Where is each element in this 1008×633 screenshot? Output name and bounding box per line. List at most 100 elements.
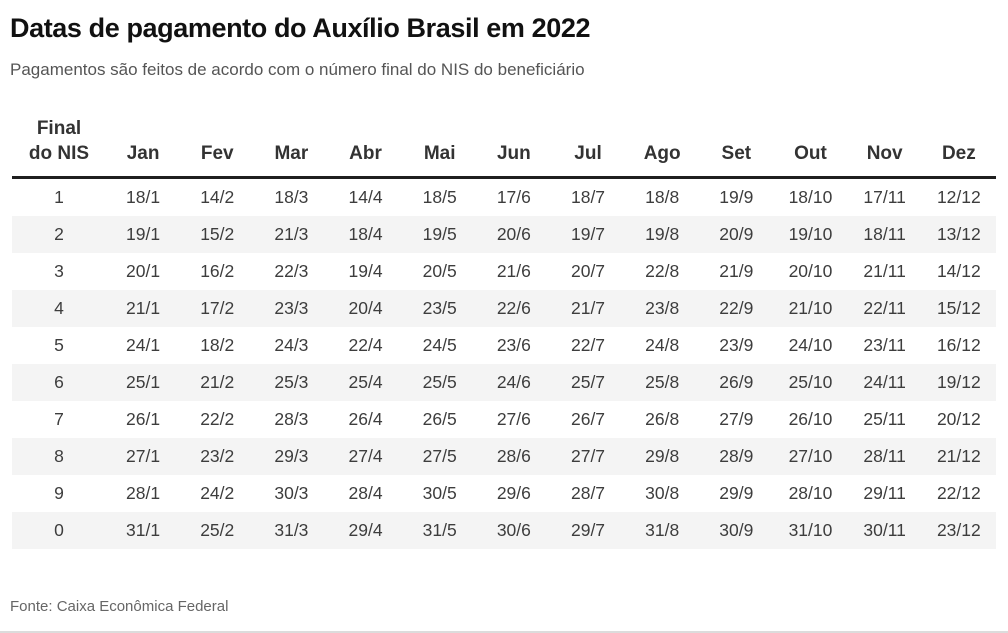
- payment-date-cell: 30/6: [496, 519, 531, 540]
- payment-date-cell: 28/9: [719, 445, 754, 466]
- payment-date-cell: 27/1: [126, 445, 161, 466]
- nis-digit-cell: 7: [54, 408, 64, 429]
- payment-date-cell: 17/2: [200, 297, 235, 318]
- payment-date-cell: 16/2: [200, 260, 235, 281]
- column-header-month: Jan: [106, 117, 181, 179]
- payment-date-cell: 26/8: [645, 408, 680, 429]
- payment-date-cell: 24/2: [200, 482, 235, 503]
- payment-date-cell: 21/2: [200, 371, 235, 392]
- payment-date-cell: 21/6: [496, 260, 531, 281]
- payment-date-cell: 30/11: [863, 519, 906, 540]
- payment-date-cell: 27/7: [570, 445, 606, 466]
- column-header-month: Jun: [476, 117, 551, 179]
- payment-date-cell: 29/3: [274, 445, 309, 466]
- payment-date-cell: 23/2: [200, 445, 235, 466]
- payment-date-cell: 31/1: [126, 519, 161, 540]
- payment-date-cell: 20/10: [788, 260, 833, 281]
- payment-date-cell: 18/5: [422, 186, 457, 207]
- payment-date-cell: 24/6: [496, 371, 531, 392]
- payment-date-cell: 22/6: [496, 297, 531, 318]
- payment-date-cell: 12/12: [936, 186, 981, 207]
- payment-date-cell: 26/9: [719, 371, 754, 392]
- payment-date-cell: 22/9: [719, 297, 754, 318]
- payment-date-cell: 17/11: [863, 186, 906, 207]
- payment-date-cell: 28/4: [348, 482, 383, 503]
- payment-date-cell: 25/1: [126, 371, 161, 392]
- payment-date-cell: 30/8: [645, 482, 680, 503]
- payment-date-cell: 31/10: [788, 519, 833, 540]
- column-header-month: Nov: [847, 117, 922, 179]
- column-header-month: Out: [773, 117, 848, 179]
- page-title: Datas de pagamento do Auxílio Brasil em …: [10, 13, 591, 43]
- payment-date-cell: 21/10: [788, 297, 833, 318]
- payment-date-cell: 23/6: [496, 334, 531, 355]
- nis-digit-cell: 3: [54, 260, 64, 281]
- payment-date-cell: 22/7: [570, 334, 606, 355]
- payment-date-cell: 26/7: [570, 408, 606, 429]
- column-header-month: Ago: [625, 117, 700, 179]
- nis-digit-cell: 2: [54, 223, 64, 244]
- payment-date-cell: 25/10: [788, 371, 833, 392]
- payment-date-cell: 13/12: [936, 223, 981, 244]
- payment-date-cell: 14/2: [200, 186, 235, 207]
- payment-date-cell: 25/5: [422, 371, 457, 392]
- payment-date-cell: 24/10: [788, 334, 833, 355]
- column-header-month: Dez: [921, 117, 996, 179]
- payment-date-cell: 26/4: [348, 408, 383, 429]
- payment-date-cell: 24/3: [274, 334, 309, 355]
- page-subtitle: Pagamentos são feitos de acordo com o nú…: [10, 60, 585, 80]
- table-row: 5 24/1 18/2 24/3 22/4 24/5 23/6 22/7 24/8 23/9 24/…: [12, 327, 996, 364]
- payment-date-cell: 29/11: [863, 482, 906, 503]
- payment-date-cell: 26/1: [126, 408, 161, 429]
- payment-date-cell: 21/9: [719, 260, 754, 281]
- payment-date-cell: 21/3: [274, 223, 309, 244]
- payment-date-cell: 24/11: [863, 371, 906, 392]
- payment-date-cell: 20/5: [422, 260, 457, 281]
- payment-date-cell: 23/11: [863, 334, 906, 355]
- payment-date-cell: 20/4: [348, 297, 383, 318]
- payment-date-cell: 29/7: [570, 519, 606, 540]
- payment-date-cell: 19/1: [126, 223, 161, 244]
- nis-digit-cell: 6: [54, 371, 64, 392]
- column-header-month: Jul: [550, 117, 626, 179]
- payment-date-cell: 26/10: [788, 408, 833, 429]
- table-row: 6 25/1 21/2 25/3 25/4 25/5 24/6 25/7 25/8 26/9 25/…: [12, 363, 996, 401]
- payment-date-cell: 19/8: [645, 223, 680, 244]
- payment-date-cell: 18/10: [788, 186, 833, 207]
- payment-date-cell: 22/2: [200, 408, 235, 429]
- payment-date-cell: 25/8: [645, 371, 680, 392]
- payment-date-cell: 30/5: [422, 482, 457, 503]
- nis-digit-cell: 1: [54, 186, 64, 207]
- table-row: 8 27/1 23/2 29/3 27/4 27/5 28/6 27/7 29/8 28/9 27/…: [12, 437, 996, 475]
- payment-date-cell: 28/7: [570, 482, 606, 503]
- payment-date-cell: 14/12: [936, 260, 981, 281]
- nis-digit-cell: 8: [54, 445, 64, 466]
- payment-date-cell: 18/1: [126, 186, 161, 207]
- payment-date-cell: 28/1: [126, 482, 161, 503]
- payment-date-cell: 25/4: [348, 371, 383, 392]
- payment-date-cell: 19/7: [570, 223, 606, 244]
- payment-date-cell: 23/12: [936, 519, 981, 540]
- bottom-divider: [0, 631, 1008, 633]
- table-row: 7 26/1 22/2 28/3 26/4 26/5 27/6 26/7 26/8 27/9 26/…: [12, 401, 996, 438]
- payment-date-cell: 23/9: [719, 334, 754, 355]
- payment-date-cell: 25/7: [570, 371, 606, 392]
- payment-date-cell: 22/3: [274, 260, 309, 281]
- payment-date-cell: 23/3: [274, 297, 309, 318]
- payment-date-cell: 20/7: [570, 260, 606, 281]
- payment-dates-table: Final do NIS Jan Fev Mar Abr Mai Jun Jul Ago Set O…: [12, 117, 996, 549]
- payment-date-cell: 22/4: [348, 334, 383, 355]
- payment-date-cell: 14/4: [348, 186, 383, 207]
- payment-date-cell: 28/3: [274, 408, 309, 429]
- payment-date-cell: 27/4: [348, 445, 383, 466]
- header-row: Final do NIS Jan Fev Mar Abr Mai Jun Jul Ago Set O…: [12, 117, 996, 179]
- payment-date-cell: 29/4: [348, 519, 383, 540]
- payment-date-cell: 29/8: [645, 445, 680, 466]
- nis-digit-cell: 5: [54, 334, 64, 355]
- column-header-month: Fev: [180, 117, 255, 179]
- nis-digit-cell: 0: [54, 519, 64, 540]
- payment-date-cell: 26/5: [422, 408, 457, 429]
- nis-digit-cell: 9: [54, 482, 64, 503]
- payment-date-cell: 18/7: [570, 186, 606, 207]
- payment-date-cell: 21/12: [936, 445, 981, 466]
